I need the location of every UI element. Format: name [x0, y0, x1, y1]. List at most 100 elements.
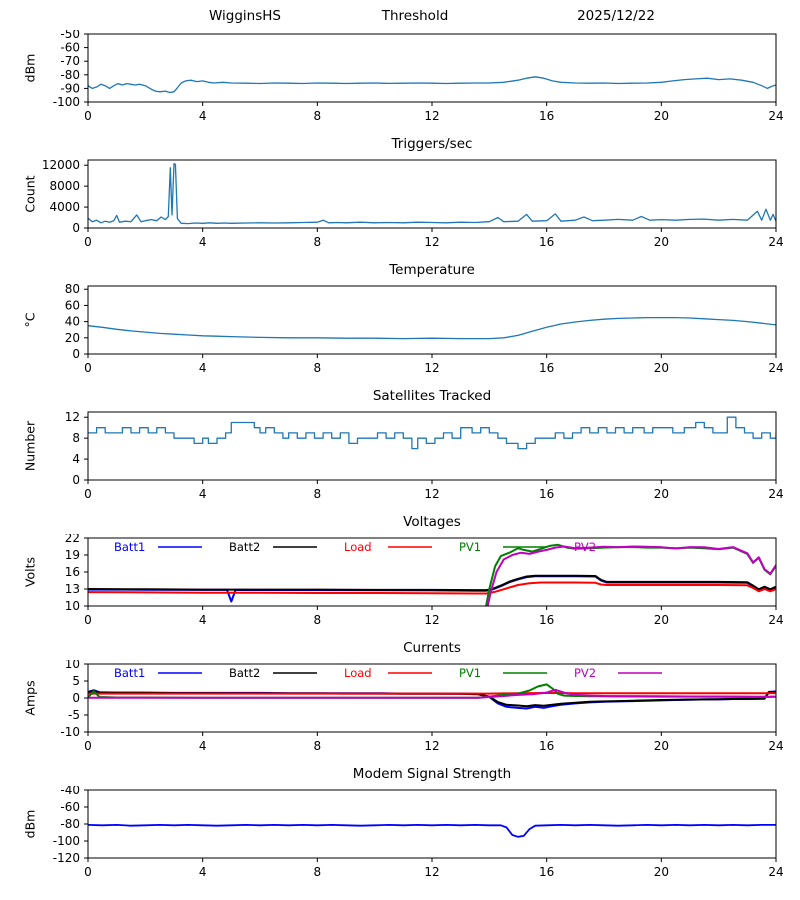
y-axis-label: Count [22, 175, 38, 213]
svg-text:16: 16 [539, 865, 554, 879]
svg-text:Batt2: Batt2 [229, 540, 260, 554]
svg-text:Load: Load [344, 540, 372, 554]
svg-text:22: 22 [65, 534, 80, 545]
svg-text:0: 0 [84, 109, 92, 123]
svg-text:0: 0 [84, 613, 92, 627]
svg-text:20: 20 [654, 487, 669, 501]
svg-text:0: 0 [72, 473, 80, 487]
svg-text:4: 4 [199, 487, 207, 501]
svg-text:-60: -60 [60, 800, 80, 814]
svg-text:4: 4 [199, 739, 207, 753]
svg-text:0: 0 [84, 361, 92, 375]
svg-text:24: 24 [768, 739, 783, 753]
svg-text:12: 12 [424, 235, 439, 249]
svg-text:Batt2: Batt2 [229, 666, 260, 680]
svg-text:16: 16 [539, 487, 554, 501]
svg-text:4: 4 [199, 109, 207, 123]
svg-text:-5: -5 [68, 708, 80, 722]
chart-triggers: Triggers/sec Count 0 4000 8000 12000 0 4 8 12 16… [0, 134, 800, 252]
svg-text:-40: -40 [60, 786, 80, 797]
svg-text:20: 20 [654, 109, 669, 123]
svg-text:40: 40 [65, 315, 80, 329]
svg-text:24: 24 [768, 865, 783, 879]
svg-text:24: 24 [768, 613, 783, 627]
svg-text:PV2: PV2 [574, 540, 596, 554]
svg-text:PV1: PV1 [459, 666, 481, 680]
svg-text:12: 12 [65, 410, 80, 424]
svg-text:Batt1: Batt1 [114, 540, 145, 554]
svg-text:-120: -120 [53, 851, 80, 865]
svg-text:4000: 4000 [49, 200, 80, 214]
svg-text:12: 12 [424, 739, 439, 753]
svg-text:12: 12 [424, 109, 439, 123]
svg-text:4: 4 [199, 613, 207, 627]
svg-text:12: 12 [424, 487, 439, 501]
svg-text:10: 10 [65, 660, 80, 671]
temperature-plot: 0 20 40 60 80 0 4 8 12 16 20 24 [65, 282, 784, 375]
y-axis-label: Number [22, 420, 38, 472]
station-name: WigginsHS [208, 8, 282, 24]
svg-text:8: 8 [314, 613, 322, 627]
chart-currents: Currents Amps -10 -5 0 5 10 0 4 8 12 16 20 24 Batt1 B… [0, 638, 800, 756]
svg-text:-80: -80 [60, 817, 80, 831]
modem-plot: -120 -100 -80 -60 -40 0 4 8 12 16 20 24 [53, 786, 784, 879]
svg-text:4: 4 [199, 235, 207, 249]
svg-text:-90: -90 [60, 81, 80, 95]
svg-text:PV2: PV2 [574, 666, 596, 680]
svg-text:4: 4 [72, 452, 80, 466]
svg-text:16: 16 [539, 361, 554, 375]
chart-voltages: Voltages Volts 10 13 16 19 22 0 4 8 12 16 20 24 Batt… [0, 512, 800, 630]
svg-text:0: 0 [72, 691, 80, 705]
chart-title: Triggers/sec [391, 136, 473, 152]
svg-text:60: 60 [65, 298, 80, 312]
chart-temperature: Temperature °C 0 20 40 60 80 0 4 8 12 16 20 24 [0, 260, 800, 378]
svg-text:8: 8 [314, 109, 322, 123]
svg-text:4: 4 [199, 361, 207, 375]
chart-title: Satellites Tracked [372, 388, 492, 404]
svg-text:0: 0 [84, 865, 92, 879]
svg-text:8: 8 [314, 865, 322, 879]
svg-text:0: 0 [84, 487, 92, 501]
satellites-plot: 0 4 8 12 0 4 8 12 16 20 24 [65, 410, 784, 501]
svg-text:20: 20 [654, 613, 669, 627]
voltages-plot: 10 13 16 19 22 0 4 8 12 16 20 24 Batt1 Batt2 Load PV1 PV… [65, 534, 784, 627]
svg-text:-50: -50 [60, 30, 80, 41]
svg-text:24: 24 [768, 109, 783, 123]
svg-text:-100: -100 [53, 834, 80, 848]
svg-text:16: 16 [539, 109, 554, 123]
currents-plot: -10 -5 0 5 10 0 4 8 12 16 20 24 Batt1 Batt2 Load PV1 PV2 [60, 660, 783, 753]
svg-text:8: 8 [314, 739, 322, 753]
svg-text:Load: Load [344, 666, 372, 680]
svg-text:8: 8 [314, 235, 322, 249]
chart-title: Voltages [403, 514, 461, 530]
svg-text:13: 13 [65, 582, 80, 596]
chart-threshold: dBm -100 -90 -80 -70 -60 -50 0 4 8 12 16 20 24 [0, 30, 800, 126]
svg-text:-60: -60 [60, 41, 80, 55]
svg-text:8: 8 [314, 361, 322, 375]
svg-text:8: 8 [314, 487, 322, 501]
svg-text:20: 20 [65, 331, 80, 345]
svg-text:8: 8 [72, 431, 80, 445]
svg-text:16: 16 [65, 565, 80, 579]
svg-text:20: 20 [654, 361, 669, 375]
chart-satellites: Satellites Tracked Number 0 4 8 12 0 4 8 12 16 20… [0, 386, 800, 504]
svg-text:-100: -100 [53, 95, 80, 109]
svg-text:16: 16 [539, 613, 554, 627]
svg-text:19: 19 [65, 548, 80, 562]
svg-text:5: 5 [72, 674, 80, 688]
svg-text:-10: -10 [60, 725, 80, 739]
svg-text:10: 10 [65, 599, 80, 613]
y-axis-label: °C [22, 312, 38, 328]
svg-text:20: 20 [654, 739, 669, 753]
svg-text:-80: -80 [60, 68, 80, 82]
y-axis-label: Amps [22, 680, 38, 716]
svg-text:24: 24 [768, 235, 783, 249]
date-label: 2025/12/22 [577, 8, 655, 24]
svg-text:-70: -70 [60, 54, 80, 68]
svg-text:12000: 12000 [42, 158, 80, 172]
triggers-plot: 0 4000 8000 12000 0 4 8 12 16 20 24 [42, 158, 784, 249]
svg-text:16: 16 [539, 235, 554, 249]
svg-text:12: 12 [424, 865, 439, 879]
svg-text:20: 20 [654, 865, 669, 879]
